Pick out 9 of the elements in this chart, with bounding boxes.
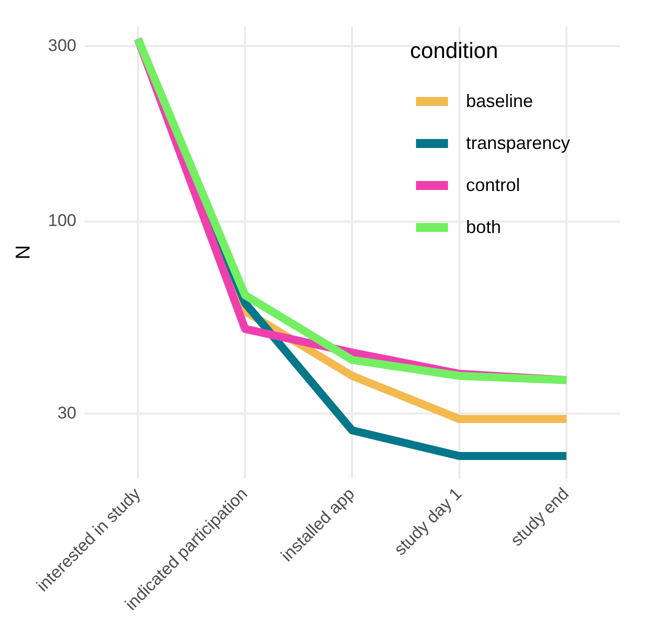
legend-label: transparency (466, 132, 570, 154)
legend-label: both (466, 216, 502, 238)
legend-label: control (466, 174, 520, 196)
y-tick-label: 300 (48, 36, 76, 55)
y-tick-label: 30 (57, 403, 76, 422)
y-axis-title: N (12, 245, 35, 260)
legend-label: baseline (466, 90, 534, 112)
y-tick-label: 100 (48, 211, 76, 230)
legend-title: condition (410, 38, 500, 64)
